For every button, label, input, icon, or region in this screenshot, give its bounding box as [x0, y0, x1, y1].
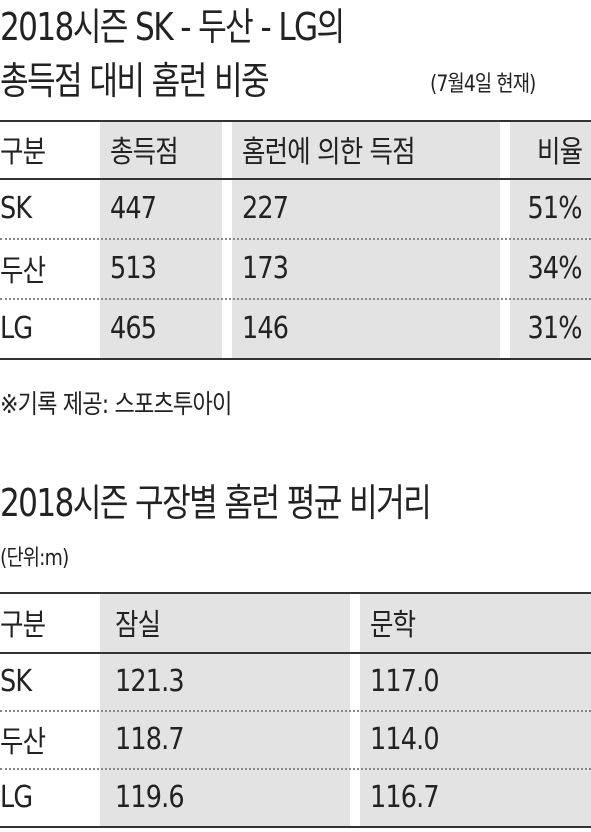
cell: 116.7 — [370, 768, 591, 826]
cell-text: 465 — [110, 310, 157, 346]
cell-text: 117.0 — [370, 663, 440, 699]
cell-text: 총득점 — [110, 135, 179, 170]
row-divider — [0, 768, 591, 770]
cell-text: 비율 — [536, 135, 583, 170]
row-divider — [0, 710, 591, 712]
cell-text: 447 — [110, 190, 157, 226]
cell-text: 두산 — [0, 254, 46, 289]
cell: 513 — [110, 238, 222, 298]
cell: 121.3 — [115, 652, 350, 710]
cell-text: 두산 — [0, 725, 46, 760]
unit: (단위:m) — [0, 546, 69, 571]
cell: 두산 — [0, 238, 100, 298]
cell-text: 227 — [242, 190, 289, 226]
cell-text: 173 — [242, 250, 289, 286]
source: ※기록 제공: 스포츠투아이 — [0, 390, 232, 420]
column-shade — [100, 592, 350, 826]
cell-text: 118.7 — [115, 721, 185, 757]
rule — [0, 652, 591, 654]
cell-text: 문학 — [370, 608, 416, 643]
title: 2018시즌 구장별 홈런 평균 비거리 — [0, 481, 432, 525]
cell: 두산 — [0, 710, 100, 768]
cell: 31% — [510, 298, 583, 358]
header-cell: 구분 — [0, 592, 100, 652]
cell: 465 — [110, 298, 222, 358]
cell: 51% — [510, 178, 583, 238]
cell-text: LG — [0, 779, 33, 815]
note: (7월4일 현재) — [430, 72, 536, 97]
rule — [0, 178, 591, 180]
cell-text: 121.3 — [115, 663, 185, 699]
row-divider — [0, 298, 591, 300]
rule — [0, 358, 591, 360]
cell: 146 — [242, 298, 502, 358]
cell-text: 51% — [527, 190, 583, 226]
cell-text: SK — [0, 663, 32, 699]
cell-text: 구분 — [0, 135, 46, 170]
cell: 114.0 — [370, 710, 591, 768]
rule — [0, 826, 591, 828]
cell: SK — [0, 178, 100, 238]
cell: 34% — [510, 238, 583, 298]
column-shade — [360, 592, 591, 826]
cell-text: 119.6 — [115, 779, 185, 815]
cell-text: 구분 — [0, 608, 46, 643]
cell-text: 홈런에 의한 득점 — [242, 135, 416, 170]
rule — [0, 592, 591, 594]
cell: 447 — [110, 178, 222, 238]
cell: 227 — [242, 178, 502, 238]
cell-text: SK — [0, 190, 32, 226]
cell: 119.6 — [115, 768, 350, 826]
rule — [0, 120, 591, 122]
cell: LG — [0, 298, 100, 358]
cell-text: 116.7 — [370, 779, 440, 815]
cell-text: 513 — [110, 250, 157, 286]
header-cell: 구분 — [0, 120, 100, 178]
cell-text: LG — [0, 310, 33, 346]
cell-text: 34% — [527, 250, 583, 286]
cell-text: 114.0 — [370, 721, 440, 757]
cell: 117.0 — [370, 652, 591, 710]
cell-text: 146 — [242, 310, 289, 346]
cell-text: 31% — [527, 310, 583, 346]
header-cell: 잠실 — [115, 592, 350, 652]
cell-text: 잠실 — [115, 608, 161, 643]
row-divider — [0, 238, 591, 240]
cell: 118.7 — [115, 710, 350, 768]
title: 총득점 대비 홈런 비중 — [0, 59, 270, 103]
cell: 173 — [242, 238, 502, 298]
cell: LG — [0, 768, 100, 826]
header-cell: 홈런에 의한 득점 — [242, 120, 502, 178]
header-cell: 총득점 — [110, 120, 222, 178]
header-cell: 문학 — [370, 592, 591, 652]
title: 2018시즌 SK - 두산 - LG의 — [0, 5, 345, 49]
cell: SK — [0, 652, 100, 710]
header-cell: 비율 — [510, 120, 583, 178]
